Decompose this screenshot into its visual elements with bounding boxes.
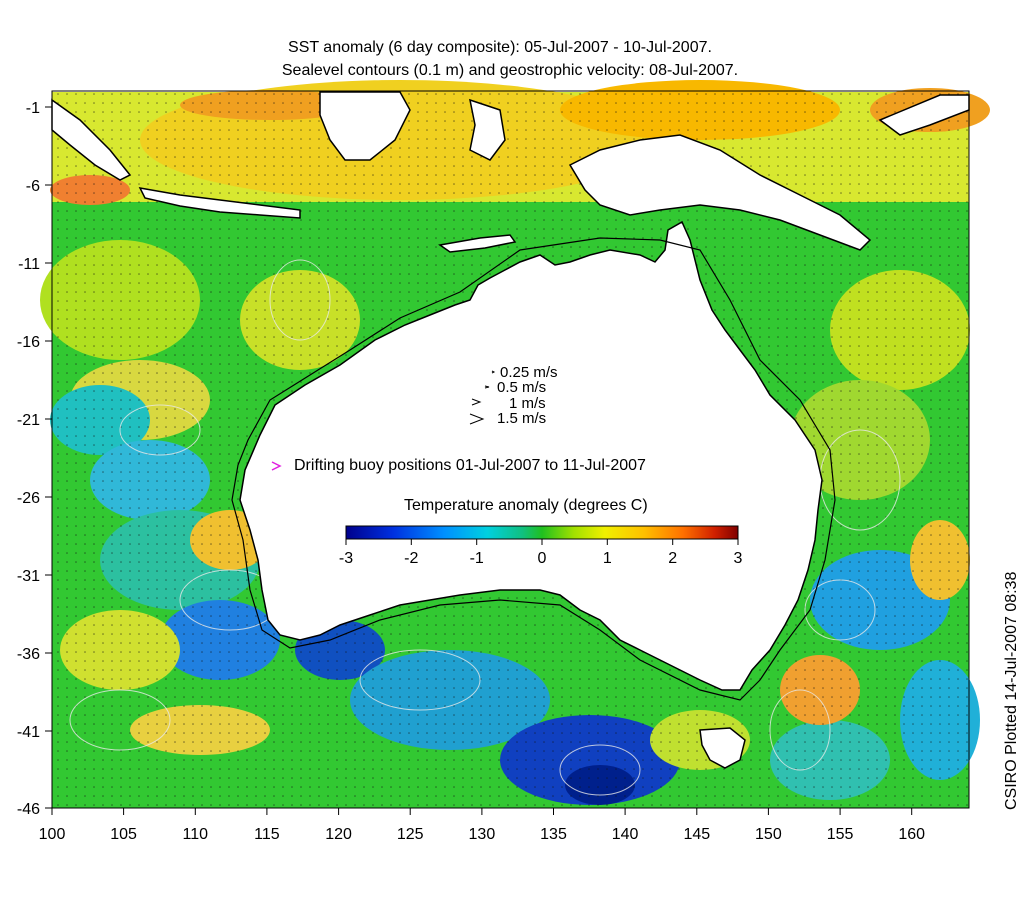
- colorbar-ticks: [345, 539, 739, 545]
- buoy-marker: [271, 461, 282, 471]
- y-tick-label: -11: [18, 256, 40, 273]
- sulawesi-land: [469, 98, 506, 161]
- x-tick-label: 140: [611, 826, 639, 843]
- map-title-line2: Sealevel contours (0.1 m) and geostrophi…: [281, 62, 739, 79]
- y-tick-label: -16: [16, 334, 40, 351]
- x-tick-label: 135: [540, 826, 567, 843]
- arrow-025: [491, 370, 496, 374]
- x-tick-label: 120: [325, 826, 352, 843]
- velocity-legend-label: 1.5 m/s: [497, 410, 547, 427]
- colorbar-tick-label: -1: [469, 550, 484, 567]
- x-tick-label: 155: [826, 826, 854, 843]
- y-tick-label: -1: [25, 100, 40, 117]
- colorbar: [345, 525, 739, 540]
- new-guinea-land: [568, 134, 872, 251]
- colorbar-tick-label: -3: [338, 550, 354, 567]
- arrow-15: [469, 413, 485, 425]
- x-tick-label: 150: [755, 826, 782, 843]
- x-tick-label: 130: [468, 826, 496, 843]
- y-tick-label: -36: [16, 646, 40, 663]
- x-tick-label: 115: [254, 826, 280, 843]
- x-tick-label: 145: [683, 826, 711, 843]
- buoy-legend-label: Drifting buoy positions 01-Jul-2007 to 1…: [294, 457, 646, 474]
- colorbar-tick-label: 0: [537, 550, 547, 567]
- x-tick-label: 110: [182, 826, 209, 843]
- colorbar-title: Temperature anomaly (degrees C): [404, 497, 648, 514]
- x-tick-label: 105: [110, 826, 137, 843]
- axis-ticks: [45, 106, 913, 815]
- java-land: [138, 187, 301, 219]
- y-tick-label: -41: [16, 724, 40, 741]
- y-tick-label: -46: [16, 801, 40, 818]
- colorbar-tick-label: 1: [602, 550, 612, 567]
- colorbar-tick-label: -2: [404, 550, 419, 567]
- colorbar-tick-label: 3: [733, 550, 743, 567]
- y-tick-label: -26: [16, 490, 40, 507]
- timor-land: [438, 234, 517, 253]
- y-tick-label: -21: [16, 412, 40, 429]
- map-title-line1: SST anomaly (6 day composite): 05-Jul-20…: [288, 39, 712, 56]
- velocity-legend-arrows: [469, 370, 496, 425]
- y-tick-label: -31: [16, 568, 40, 585]
- borneo-land: [319, 91, 411, 161]
- australia-land: [239, 220, 823, 691]
- plot-frame: [51, 90, 970, 809]
- y-tick-label: -6: [25, 178, 40, 195]
- x-tick-label: 160: [898, 826, 926, 843]
- colorbar-tick-label: 2: [668, 550, 678, 567]
- shelf-contour: [231, 237, 836, 701]
- x-tick-label: 100: [38, 826, 66, 843]
- tasmania-land: [699, 727, 746, 769]
- x-tick-label: 125: [396, 826, 424, 843]
- sumatra-land: [51, 98, 132, 181]
- landmass: [51, 91, 970, 769]
- velocity-legend-label: 0.25 m/s: [500, 364, 558, 381]
- arrow-05: [484, 385, 490, 389]
- velocity-legend-label: 0.5 m/s: [497, 379, 547, 396]
- velocity-legend-label: 1 m/s: [509, 395, 546, 412]
- arrow-1: [471, 398, 482, 406]
